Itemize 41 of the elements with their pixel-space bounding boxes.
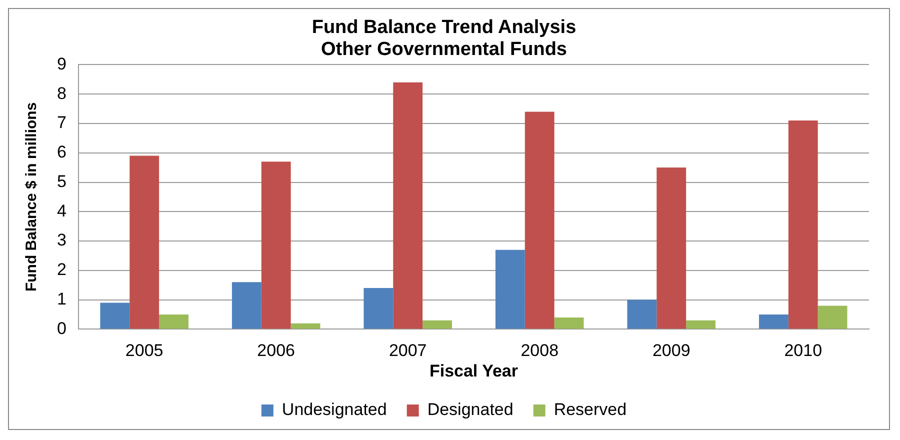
bar: [100, 302, 130, 329]
x-axis-title: Fiscal Year: [429, 361, 518, 380]
bar: [656, 168, 686, 329]
bar: [422, 320, 452, 329]
y-tick-label: 5: [56, 172, 66, 191]
y-tick-label: 7: [56, 113, 66, 132]
bar: [818, 306, 848, 329]
y-tick-label: 0: [56, 318, 66, 338]
bar: [130, 156, 160, 329]
y-tick-label: 6: [56, 142, 66, 162]
x-tick-label: 2005: [125, 341, 164, 360]
bar: [686, 320, 716, 329]
bar: [495, 250, 525, 329]
bar: [788, 120, 818, 329]
x-tick-label: 2009: [652, 341, 690, 360]
legend-label: Undesignated: [282, 400, 387, 420]
x-tick-label: 2010: [784, 341, 822, 360]
y-tick-label: 4: [56, 201, 66, 220]
chart-subtitle: Other Governmental Funds: [321, 39, 567, 60]
y-tick-label: 1: [56, 290, 66, 308]
bar: [232, 282, 262, 329]
y-axis-title: Fund Balance $ in millions: [23, 102, 40, 292]
bar: [290, 323, 320, 329]
y-tick-label: 3: [56, 230, 66, 250]
bar: [524, 112, 554, 329]
y-tick-label: 9: [56, 54, 66, 74]
bar: [261, 162, 291, 329]
bar: [159, 314, 188, 329]
bar: [393, 82, 423, 329]
x-tick-label: 2008: [520, 341, 559, 360]
legend-label: Reserved: [554, 400, 627, 420]
y-tick-label: 2: [56, 260, 66, 280]
legend-label: Designated: [427, 400, 514, 420]
bar: [758, 314, 788, 329]
bar: [364, 288, 394, 329]
x-tick-label: 2006: [257, 341, 296, 360]
chart-title: Fund Balance Trend Analysis: [312, 17, 576, 38]
y-tick-label: 8: [56, 84, 66, 103]
x-tick-label: 2007: [388, 341, 427, 360]
bar: [554, 317, 584, 329]
bar: [627, 300, 657, 329]
